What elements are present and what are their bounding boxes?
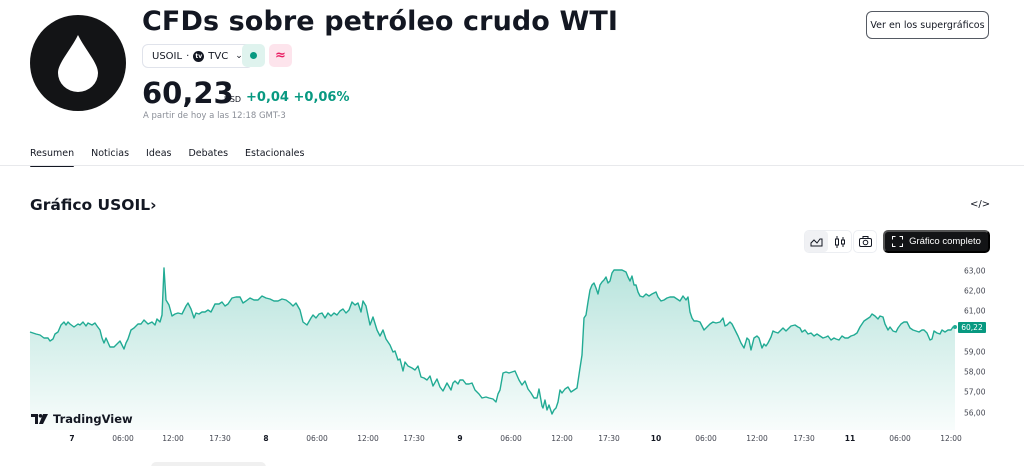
- price-line: [29, 267, 955, 415]
- page-title: CFDs sobre petróleo crudo WTI: [142, 6, 619, 37]
- x-axis-label: 17:30: [403, 434, 425, 443]
- market-status-badge[interactable]: [242, 44, 265, 67]
- candlestick-chart-icon[interactable]: [828, 231, 851, 252]
- area-fill: [30, 268, 955, 430]
- delayed-data-badge[interactable]: ≈: [269, 44, 292, 67]
- x-axis-label: 12:00: [551, 434, 573, 443]
- x-axis-label: 06:00: [695, 434, 717, 443]
- tab-estacionales[interactable]: Estacionales: [245, 148, 305, 159]
- x-axis-label: 9: [457, 434, 463, 443]
- x-axis-label: 17:30: [793, 434, 815, 443]
- oil-drop-icon: [58, 35, 98, 92]
- price-area-chart[interactable]: [0, 260, 1024, 430]
- symbol-exchange-selector[interactable]: USOIL · tv TVC ⌄: [142, 44, 253, 68]
- x-axis-label: 10: [650, 434, 662, 443]
- last-price-dot: [953, 325, 957, 329]
- brand-label: TradingView: [53, 412, 133, 426]
- x-axis-label: 06:00: [306, 434, 328, 443]
- tabs-divider: [0, 165, 1024, 166]
- tradingview-logo-icon: [31, 414, 48, 424]
- view-supercharts-button[interactable]: Ver en los supergráficos: [866, 11, 989, 39]
- tradingview-brand[interactable]: TradingView: [31, 412, 133, 426]
- x-axis-label: 12:00: [940, 434, 962, 443]
- x-axis-label: 11: [844, 434, 856, 443]
- chart-style-toggle: [804, 230, 852, 253]
- y-axis-label: 62,00: [964, 286, 986, 296]
- chevron-down-icon: ⌄: [235, 51, 243, 61]
- chart-section-title: Gráfico USOIL: [30, 196, 151, 214]
- market-open-dot-icon: [250, 52, 257, 59]
- y-axis-label: 63,00: [964, 266, 986, 276]
- chart-section-link[interactable]: Gráfico USOIL›: [30, 196, 157, 214]
- price-timestamp: A partir de hoy a las 12:18 GMT-3: [143, 111, 286, 121]
- y-axis-label: 56,00: [964, 408, 986, 418]
- chevron-right-icon: ›: [150, 196, 157, 214]
- camera-snapshot-icon[interactable]: [853, 230, 877, 253]
- x-axis-label: 06:00: [500, 434, 522, 443]
- x-axis-label: 8: [263, 434, 269, 443]
- tab-ideas[interactable]: Ideas: [146, 148, 172, 159]
- symbol-tabs: Resumen Noticias Ideas Debates Estaciona…: [30, 148, 321, 167]
- x-axis-label: 06:00: [112, 434, 134, 443]
- area-chart-icon[interactable]: [805, 231, 828, 252]
- y-axis-label: 58,00: [964, 367, 986, 377]
- delayed-data-icon: ≈: [275, 48, 286, 63]
- fullscreen-icon: [892, 236, 904, 247]
- exchange-logo-icon: tv: [193, 50, 205, 62]
- full-chart-button[interactable]: Gráfico completo: [883, 230, 990, 253]
- y-axis-label: 59,00: [964, 347, 986, 357]
- x-axis-label: 12:00: [357, 434, 379, 443]
- x-axis-label: 06:00: [889, 434, 911, 443]
- change-percent: +0,06%: [293, 90, 350, 105]
- x-axis-label: 12:00: [746, 434, 768, 443]
- y-axis-label: 57,00: [964, 387, 986, 397]
- tab-debates[interactable]: Debates: [188, 148, 229, 159]
- x-axis-label: 17:30: [598, 434, 620, 443]
- change-absolute: +0,04: [246, 90, 289, 105]
- full-chart-label: Gráfico completo: [909, 236, 981, 247]
- y-axis-label: 61,00: [964, 306, 986, 316]
- separator: ·: [186, 50, 190, 62]
- currency-label: USD: [224, 95, 242, 104]
- current-price: 60,23: [142, 76, 234, 110]
- tab-resumen[interactable]: Resumen: [30, 148, 75, 167]
- x-axis-label: 17:30: [209, 434, 231, 443]
- price-change: +0,04 +0,06%: [246, 90, 350, 105]
- last-price-label: 60,22: [958, 322, 986, 333]
- symbol-ticker: USOIL: [152, 50, 183, 62]
- symbol-logo: [30, 15, 126, 111]
- embed-code-icon[interactable]: </>: [970, 199, 991, 210]
- tab-noticias[interactable]: Noticias: [91, 148, 130, 159]
- exchange-name: TVC: [208, 50, 229, 62]
- x-axis-label: 12:00: [162, 434, 184, 443]
- x-axis-label: 7: [69, 434, 75, 443]
- bottom-scroll-pill[interactable]: [151, 462, 266, 466]
